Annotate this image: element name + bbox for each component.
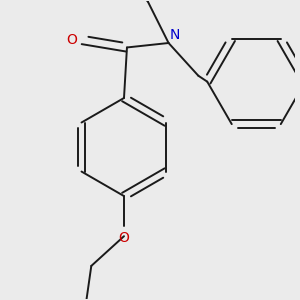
Text: O: O [118, 231, 129, 245]
Text: N: N [170, 28, 180, 41]
Text: O: O [66, 33, 77, 47]
